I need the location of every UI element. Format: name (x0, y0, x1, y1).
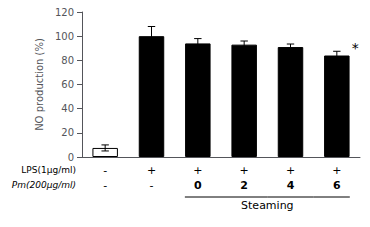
svg-text:2: 2 (240, 179, 248, 192)
svg-text:4: 4 (287, 179, 295, 192)
svg-text:*: * (352, 40, 359, 56)
svg-text:0: 0 (194, 179, 202, 192)
svg-text:40: 40 (61, 103, 74, 114)
svg-text:Steaming: Steaming (241, 199, 294, 212)
svg-text:NO production (%): NO production (%) (34, 38, 45, 131)
svg-text:0: 0 (68, 152, 74, 163)
svg-text:100: 100 (55, 31, 74, 42)
svg-text:80: 80 (61, 55, 74, 66)
svg-text:-: - (103, 179, 107, 192)
svg-text:+: + (240, 164, 249, 177)
svg-text:6: 6 (333, 179, 341, 192)
svg-text:LPS(1μg/ml): LPS(1μg/ml) (21, 165, 76, 175)
svg-text:20: 20 (61, 127, 74, 138)
svg-text:+: + (332, 164, 341, 177)
svg-text:-: - (103, 164, 107, 177)
svg-text:+: + (193, 164, 202, 177)
svg-text:120: 120 (55, 7, 74, 18)
svg-text:-: - (150, 179, 154, 192)
svg-text:+: + (147, 164, 156, 177)
svg-text:Pm(200μg/ml): Pm(200μg/ml) (12, 180, 76, 190)
svg-text:+: + (286, 164, 295, 177)
svg-text:60: 60 (61, 79, 74, 90)
